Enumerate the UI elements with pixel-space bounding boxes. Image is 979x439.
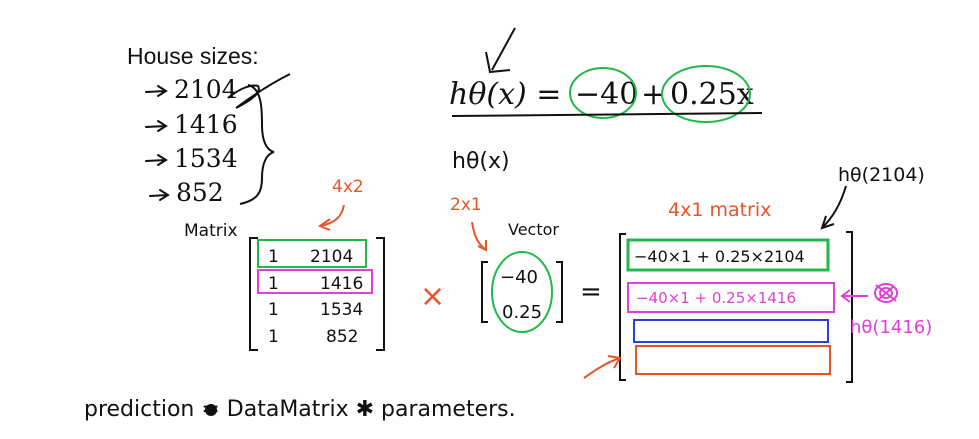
matrix-left-bracket [249, 237, 258, 351]
house-size-item: 852 [176, 178, 224, 207]
matrix-label: Matrix [184, 221, 238, 241]
matrix-cell: 1416 [320, 274, 363, 294]
matrix-cell: 1 [268, 247, 279, 267]
vector-label: Vector [508, 220, 559, 239]
dim-matrix-label: 4x2 [332, 177, 364, 197]
house-size-item: 1416 [174, 110, 238, 139]
result-row-box [635, 345, 831, 375]
curly-brace [239, 84, 275, 205]
result-row-box [627, 282, 835, 313]
equals-symbol: = [580, 277, 602, 307]
slope-circle [661, 65, 751, 123]
pointer-dot [205, 404, 217, 416]
left-arrow-icon [840, 289, 868, 303]
dim-vector-label: 2x1 [450, 195, 482, 215]
pointer-arrow-icon [820, 185, 847, 230]
vector-circle [491, 251, 553, 333]
pointer-arrow-icon [485, 27, 516, 74]
result-row-box [626, 238, 830, 272]
matrix-cell: 1 [268, 274, 279, 294]
scribble-icon [874, 283, 898, 303]
result-cell: −40×1 + 0.25×1416 [636, 289, 796, 307]
result-row-box [633, 319, 829, 343]
arrow-icons [145, 85, 170, 201]
house-size-item: 2104 [174, 75, 238, 104]
result-left-bracket [619, 233, 626, 381]
house-size-item: 1534 [174, 144, 238, 173]
hypothesis-slope: 0.25x [670, 77, 754, 112]
h-2104-label: hθ(2104) [838, 164, 925, 186]
hypothesis-handwritten: hθ(x) [452, 149, 510, 174]
down-arrow-icon [317, 204, 345, 231]
result-cell: −40×1 + 0.25×2104 [634, 247, 805, 266]
matrix-row-highlight [257, 239, 367, 268]
check-scribble [227, 73, 291, 109]
vector-cell: 0.25 [502, 302, 542, 323]
times-symbol: × [420, 279, 445, 314]
matrix-cell: 1 [268, 300, 279, 320]
prediction-formula: prediction = DataMatrix ✱ parameters. [84, 397, 516, 422]
matrix-row-highlight [257, 269, 373, 294]
matrix-right-bracket [376, 237, 385, 351]
matrix-cell: 1534 [320, 300, 363, 320]
underline [451, 112, 763, 117]
vector-right-bracket [556, 261, 563, 323]
h-1416-label: hθ(1416) [850, 317, 932, 338]
result-right-bracket [846, 231, 853, 383]
down-arrow-icon [471, 221, 487, 252]
right-arrow-icon [583, 355, 622, 379]
intercept-circle [569, 67, 637, 119]
matrix-cell: 1 [268, 327, 279, 347]
vector-left-bracket [481, 261, 488, 323]
hypothesis-intercept: −40 [575, 77, 638, 112]
matrix-cell: 852 [326, 327, 358, 347]
vector-cell: −40 [500, 267, 538, 288]
hypothesis-lhs: hθ(x) = [449, 77, 561, 112]
house-sizes-heading: House sizes: [127, 43, 259, 69]
result-dim-label: 4x1 matrix [668, 199, 771, 221]
matrix-cell: 2104 [310, 247, 353, 267]
